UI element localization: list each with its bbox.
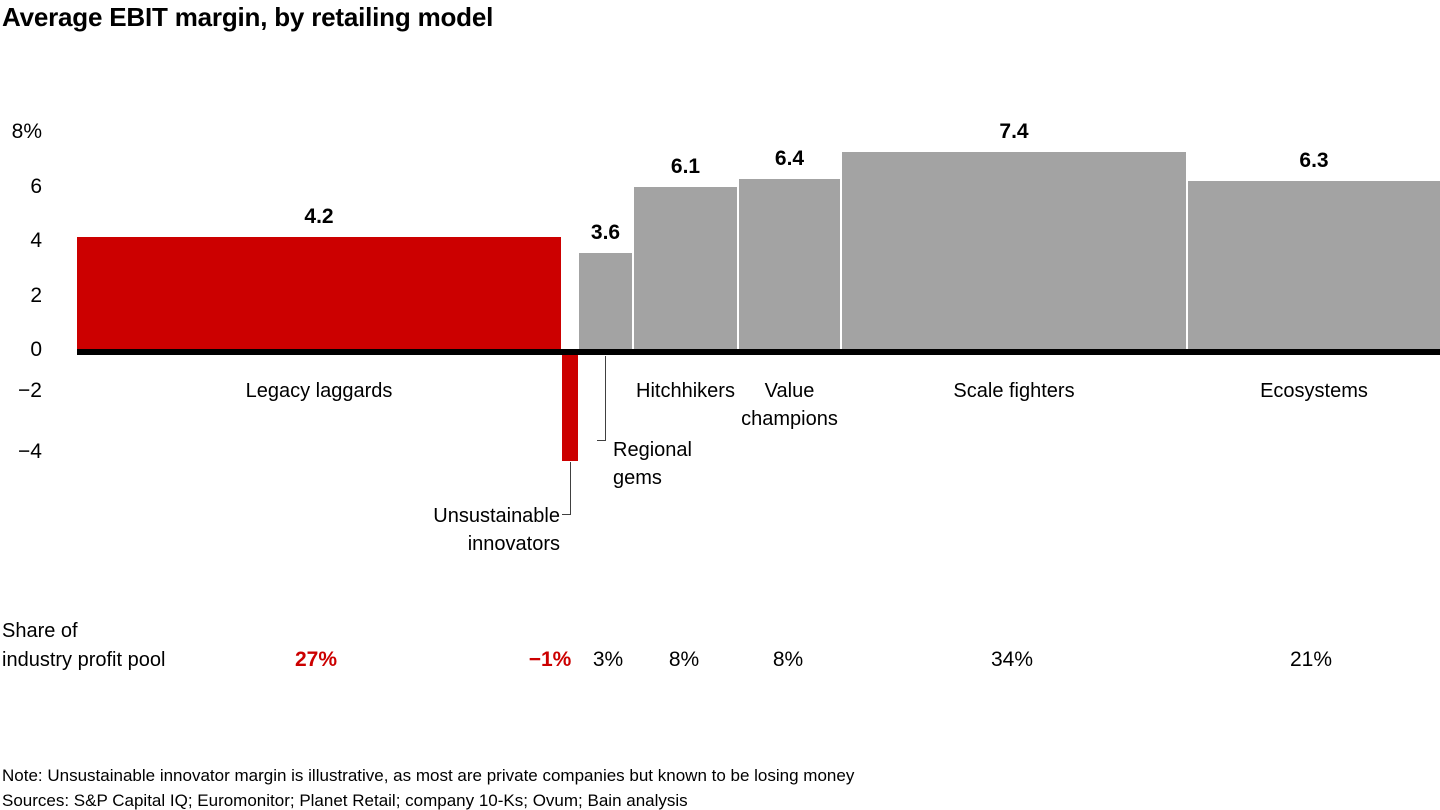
y-tick-label-4: 4 [30,229,42,252]
value-label-scale-fighters: 7.4 [999,120,1029,144]
category-label-legacy-laggards: Legacy laggards [245,380,393,402]
y-tick-label-6: 6 [30,175,42,198]
share-value-value-champions: 8% [772,648,804,671]
category-label-ecosystems: Ecosystems [1260,380,1368,402]
share-value-ecosystems: 21% [1289,648,1333,671]
value-label-legacy-laggards: 4.2 [304,205,334,229]
unsustainable-innovators-leader-line [570,462,571,515]
unsustainable-innovators-leader-foot [562,514,570,515]
regional-gems-leader-foot [597,440,605,441]
category-label-regional-gems: Regional gems [613,436,692,492]
unsustainable-innovators-label-line2: innovators [467,533,560,555]
category-label-unsustainable-innovators: Unsustainable innovators [360,502,560,558]
bar-legacy-laggards [77,237,561,349]
bar-unsustainable-innovators [562,355,578,462]
share-value-legacy-laggards: 27% [294,648,338,671]
chart-title: Average EBIT margin, by retailing model [2,2,494,32]
bar-regional-gems [579,253,632,349]
share-value-regional-gems: 3% [592,648,624,671]
share-row-label-line1: Share of [2,620,78,642]
note-text: Note: Unsustainable innovator margin is … [2,766,855,785]
category-label-hitchhikers: Hitchhikers [636,380,735,402]
share-value-scale-fighters: 34% [990,648,1034,671]
zero-axis-line [77,349,1440,355]
bar-hitchhikers [634,186,737,349]
bar-scale-fighters [842,152,1186,349]
share-value-unsustainable-innovators: −1% [528,648,572,671]
unsustainable-innovators-label-line1: Unsustainable [433,505,560,527]
value-label-ecosystems: 6.3 [1299,149,1329,173]
regional-gems-label-line2: gems [613,467,662,489]
bar-ecosystems [1188,181,1440,349]
y-tick-label-0: 0 [30,338,42,361]
share-row-label: Share of industry profit pool [2,617,165,675]
y-tick-label-2: 2 [30,284,42,307]
y-tick-label-neg4: −4 [18,440,42,463]
bar-value-champions [739,178,840,349]
value-label-regional-gems: 3.6 [590,221,621,245]
category-label-value-champions: Value champions [741,380,838,430]
share-row-label-line2: industry profit pool [2,649,166,671]
y-tick-label-8pct: 8% [11,120,42,143]
regional-gems-label-line1: Regional [613,439,692,461]
sources-text: Sources: S&P Capital IQ; Euromonitor; Pl… [2,791,688,810]
y-tick-label-neg2: −2 [18,379,42,402]
share-value-hitchhikers: 8% [668,648,700,671]
category-label-scale-fighters: Scale fighters [953,380,1075,402]
regional-gems-leader-line [605,356,606,441]
value-label-hitchhikers: 6.1 [670,154,701,178]
value-label-value-champions: 6.4 [774,146,805,170]
